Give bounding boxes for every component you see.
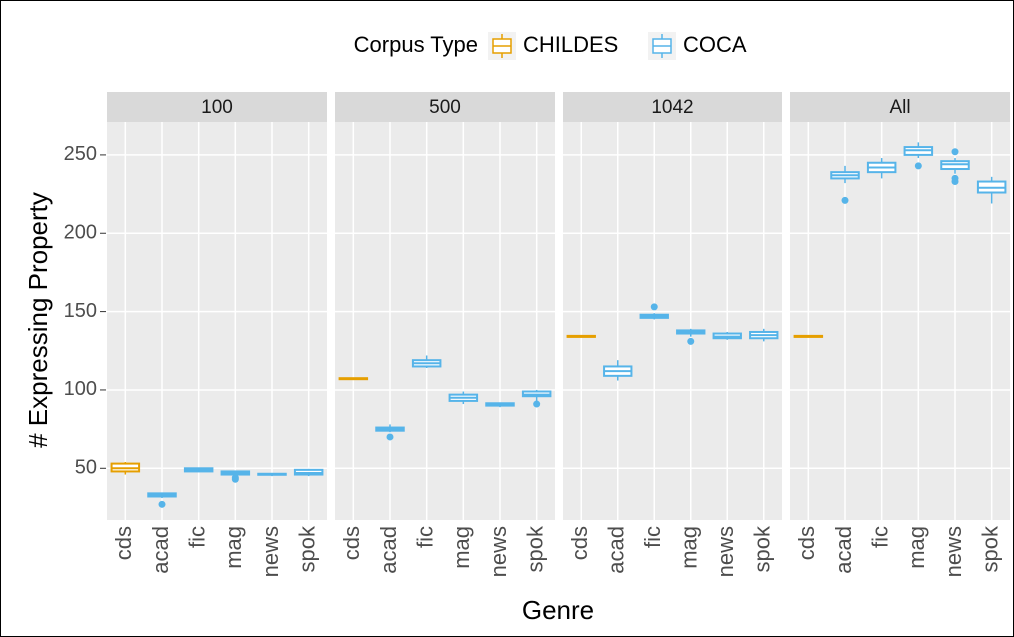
x-tick-label: mag <box>449 526 474 569</box>
facet-title: 1042 <box>651 97 693 118</box>
x-tick-label: cds <box>339 526 364 560</box>
legend-title: Corpus Type <box>354 32 478 57</box>
x-tick-label: spok <box>977 525 1002 572</box>
x-tick-label: news <box>258 526 283 577</box>
y-tick-label: 250 <box>64 143 97 165</box>
x-tick-label: news <box>486 526 511 577</box>
x-tick-label: news <box>941 526 966 577</box>
outlier <box>650 303 658 311</box>
x-tick-label: mag <box>904 526 929 569</box>
y-tick-label: 50 <box>75 457 97 479</box>
legend-label: COCA <box>683 32 747 57</box>
x-tick-label: news <box>713 526 738 577</box>
panel <box>563 122 782 520</box>
outlier <box>533 400 541 408</box>
strip <box>335 92 555 122</box>
outlier <box>951 148 959 156</box>
panel <box>107 122 327 520</box>
strip <box>563 92 782 122</box>
x-tick-label: cds <box>567 526 592 560</box>
x-tick-label: acad <box>604 526 629 574</box>
x-tick-label: mag <box>221 526 246 569</box>
y-tick-label: 100 <box>64 378 97 400</box>
panel <box>335 122 555 520</box>
outlier <box>687 337 695 345</box>
x-tick-label: acad <box>831 526 856 574</box>
legend-label: CHILDES <box>523 32 618 57</box>
facet-title: 100 <box>201 97 233 118</box>
outlier <box>951 174 959 182</box>
x-tick-label: mag <box>677 526 702 569</box>
outlier <box>158 500 166 508</box>
strip <box>107 92 327 122</box>
x-tick-label: fic <box>640 526 665 548</box>
facet-title: 500 <box>429 97 461 118</box>
x-tick-label: fic <box>184 526 209 548</box>
outlier <box>914 162 922 170</box>
x-tick-label: spok <box>522 525 547 572</box>
y-tick-label: 150 <box>64 300 97 322</box>
x-tick-label: acad <box>376 526 401 574</box>
x-axis-title: Genre <box>522 595 594 625</box>
x-tick-label: spok <box>294 525 319 572</box>
outlier <box>386 433 394 441</box>
panel <box>790 122 1010 520</box>
x-tick-label: acad <box>148 526 173 574</box>
x-tick-label: cds <box>111 526 136 560</box>
x-tick-label: cds <box>794 526 819 560</box>
x-tick-label: fic <box>867 526 892 548</box>
facet-title: All <box>889 97 910 118</box>
strip <box>790 92 1010 122</box>
y-axis-title: # Expressing Property <box>23 192 53 448</box>
y-tick-label: 200 <box>64 222 97 244</box>
outlier <box>841 196 849 204</box>
x-tick-label: spok <box>750 525 775 572</box>
outlier <box>231 474 239 482</box>
x-tick-label: fic <box>412 526 437 548</box>
